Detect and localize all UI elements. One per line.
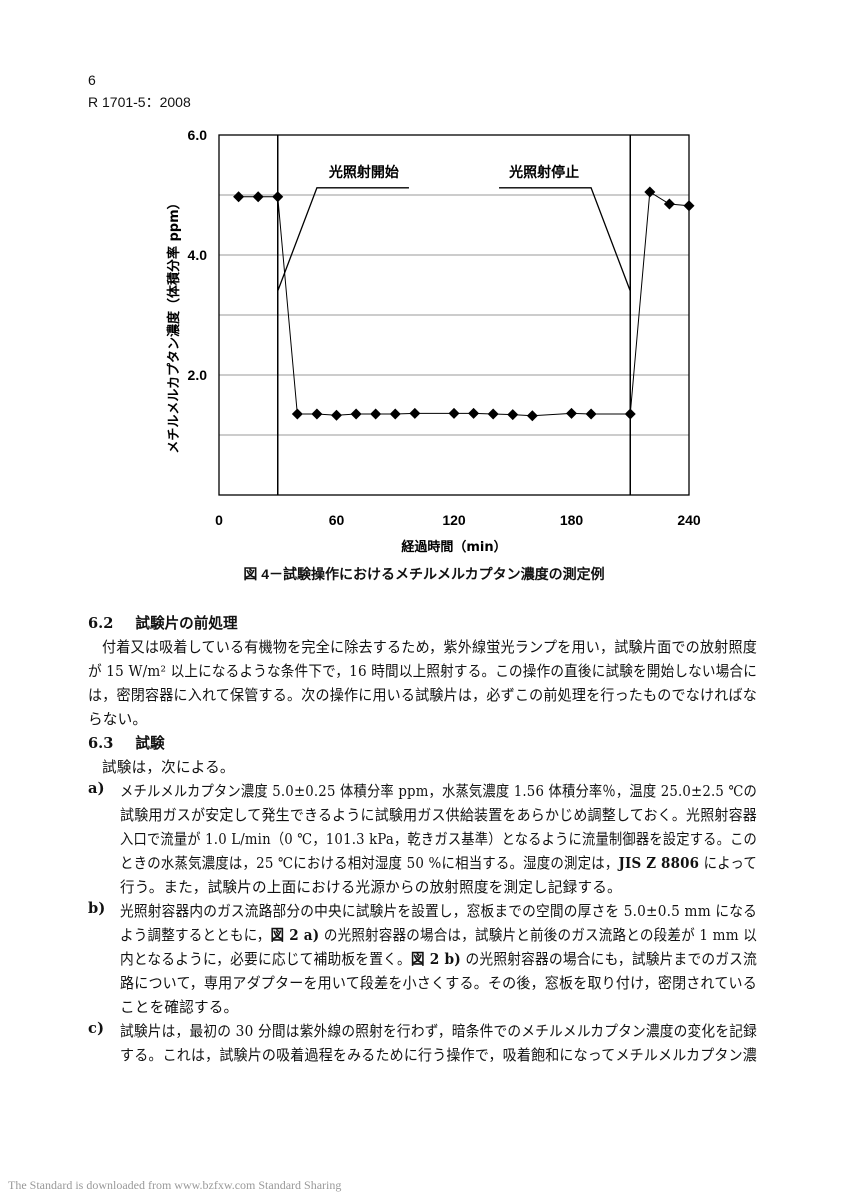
text-line: は，密閉容器に入れて保管する。次の操作に用いる試験片は，必ずこの前処理を行ったも…: [88, 684, 757, 705]
x-axis-label: 経過時間（min）: [401, 539, 506, 555]
data-point: [566, 407, 577, 419]
annotation-leader-stop: [499, 187, 631, 292]
text-line: 路について，専用アダプターを用いて段差を小さくする。その後，窓板を取り付け，密閉…: [120, 972, 757, 993]
data-point: [272, 191, 284, 203]
text-line: ことを確認する。: [120, 996, 238, 1017]
series-line: [238, 191, 690, 417]
data-point: [448, 407, 460, 419]
data-point: [624, 408, 636, 420]
y-tick-label: 4.0: [188, 247, 208, 263]
text-line: 内となるように，必要に応じて補助板を置く。図 2 b) の光照射容器の場合にも，…: [120, 948, 757, 969]
standard-id: R 1701-5：2008: [88, 94, 191, 110]
data-point: [487, 408, 499, 420]
footer-watermark: The Standard is downloaded from www.bzfx…: [8, 1178, 342, 1192]
figure-caption: 図 4－試験操作におけるメチルメルカプタン濃度の測定例: [243, 566, 605, 582]
data-point: [350, 408, 362, 420]
concentration-chart: 光照射開始 光照射停止 0 60 120 180 240 2.0 4.0 6.0 経過時間（min）…: [166, 127, 701, 555]
y-tick-label: 6.0: [188, 127, 208, 143]
text-run: ときの水蒸気濃度は，25 ℃における相対湿度 50 %に相当する。湿度の測定は，: [120, 855, 619, 872]
y-tick-label: 2.0: [188, 367, 208, 383]
text-run: よう調整するとともに，: [120, 927, 271, 944]
list-item-marker: b): [88, 900, 106, 917]
annotation-leader-start: [277, 187, 409, 292]
text-run: によって: [699, 855, 757, 872]
data-point: [644, 186, 656, 198]
section-number: 6.3: [88, 735, 114, 752]
text-run: らない。: [88, 711, 148, 728]
data-point: [663, 198, 675, 210]
section-heading: 6.3 試験: [88, 732, 165, 753]
text-run: は，密閉容器に入れて保管する。次の操作に用いる試験片は，必ずこの前処理を行ったも…: [88, 687, 757, 704]
text-line: 試験用ガスが安定して発生できるように試験用ガス供給装置をあらかじめ調整しておく。…: [120, 804, 757, 825]
section-number: 6.2: [88, 615, 114, 632]
data-point: [468, 407, 480, 419]
text-run: 付着又は吸着している有機物を完全に除去するため，紫外線蛍光ランプを用い，試験片面…: [102, 639, 757, 656]
text-line: 行う。また，試験片の上面における光源からの放射照度を測定し記録する。: [120, 876, 622, 897]
x-tick-label: 60: [329, 512, 345, 528]
reference-text: JIS Z 8806: [618, 855, 700, 872]
text-run: 路について，専用アダプターを用いて段差を小さくする。その後，窓板を取り付け，密閉…: [120, 975, 757, 992]
text-line: メチルメルカプタン濃度 5.0±0.25 体積分率 ppm，水蒸気濃度 1.56…: [120, 780, 757, 801]
data-point: [291, 408, 303, 420]
reference-text: 図 2 a): [270, 927, 320, 944]
text-line: 光照射容器内のガス流路部分の中央に試験片を設置し，窓板までの空間の厚さを 5.0…: [120, 900, 757, 921]
text-line: が 15 W/m² 以上になるような条件下で，16 時間以上照射する。この操作の…: [88, 660, 757, 681]
data-point: [311, 408, 323, 420]
text-run: ことを確認する。: [120, 999, 239, 1016]
data-point: [389, 408, 401, 420]
text-line: 入口で流量が 1.0 L/min（0 ℃，101.3 kPa，乾きガス基準）とな…: [120, 828, 757, 849]
section-heading: 6.2 試験片の前処理: [88, 612, 238, 633]
text-run: 試験は，次による。: [102, 759, 235, 776]
text-run: の光照射容器の場合にも，試験片までのガス流: [460, 951, 757, 968]
text-line: 試験は，次による。: [102, 756, 235, 777]
text-run: 試験片は，最初の 30 分間は紫外線の照射を行わず，暗条件でのメチルメルカプタン…: [120, 1023, 757, 1040]
annotation-label: 光照射停止: [508, 164, 579, 181]
section-title: 試験: [135, 735, 165, 752]
page-number: 6: [88, 72, 96, 88]
text-line: 付着又は吸着している有機物を完全に除去するため，紫外線蛍光ランプを用い，試験片面…: [102, 636, 757, 657]
reference-text: 図 2 b): [410, 951, 461, 968]
data-point: [526, 410, 538, 422]
text-run: 光照射容器内のガス流路部分の中央に試験片を設置し，窓板までの空間の厚さを 5.0…: [120, 903, 757, 920]
x-tick-label: 120: [442, 512, 466, 528]
text-line: らない。: [88, 708, 147, 729]
data-point: [409, 407, 421, 419]
data-point: [370, 408, 382, 420]
data-point: [331, 409, 342, 421]
text-run: 試験用ガスが安定して発生できるように試験用ガス供給装置をあらかじめ調整しておく。…: [120, 807, 757, 824]
data-point: [233, 191, 245, 203]
data-point: [585, 408, 597, 420]
x-tick-label: 0: [215, 512, 223, 528]
y-axis-label: メチルメルカプタン濃度（体積分率 ppm）: [166, 196, 182, 453]
list-item-marker: c): [88, 1020, 105, 1037]
text-line: 試験片は，最初の 30 分間は紫外線の照射を行わず，暗条件でのメチルメルカプタン…: [120, 1020, 757, 1041]
text-run: 行う。また，試験片の上面における光源からの放射照度を測定し記録する。: [120, 879, 622, 896]
text-line: よう調整するとともに，図 2 a) の光照射容器の場合は，試験片と前後のガス流路…: [120, 924, 757, 945]
annotation-label: 光照射開始: [328, 164, 399, 181]
data-point: [252, 191, 264, 203]
text-line: する。これは，試験片の吸着過程をみるために行う操作で，吸着飽和になってメチルメル…: [120, 1044, 757, 1065]
section-title: 試験片の前処理: [135, 615, 238, 632]
plot-frame: [218, 134, 690, 496]
text-run: が 15 W/m² 以上になるような条件下で，16 時間以上照射する。この操作の…: [88, 663, 757, 680]
list-item-marker: a): [88, 780, 105, 797]
x-tick-label: 180: [560, 512, 584, 528]
text-line: ときの水蒸気濃度は，25 ℃における相対湿度 50 %に相当する。湿度の測定は，…: [120, 852, 757, 873]
text-run: する。これは，試験片の吸着過程をみるために行う操作で，吸着飽和になってメチルメル…: [120, 1047, 757, 1064]
data-point: [683, 200, 695, 212]
text-run: 内となるように，必要に応じて補助板を置く。: [120, 951, 411, 968]
x-tick-label: 240: [677, 512, 701, 528]
text-run: の光照射容器の場合は，試験片と前後のガス流路との段差が 1 mm 以: [319, 927, 757, 944]
text-run: 入口で流量が 1.0 L/min（0 ℃，101.3 kPa，乾きガス基準）とな…: [120, 831, 757, 848]
text-run: メチルメルカプタン濃度 5.0±0.25 体積分率 ppm，水蒸気濃度 1.56…: [120, 783, 757, 800]
data-point: [507, 409, 519, 421]
